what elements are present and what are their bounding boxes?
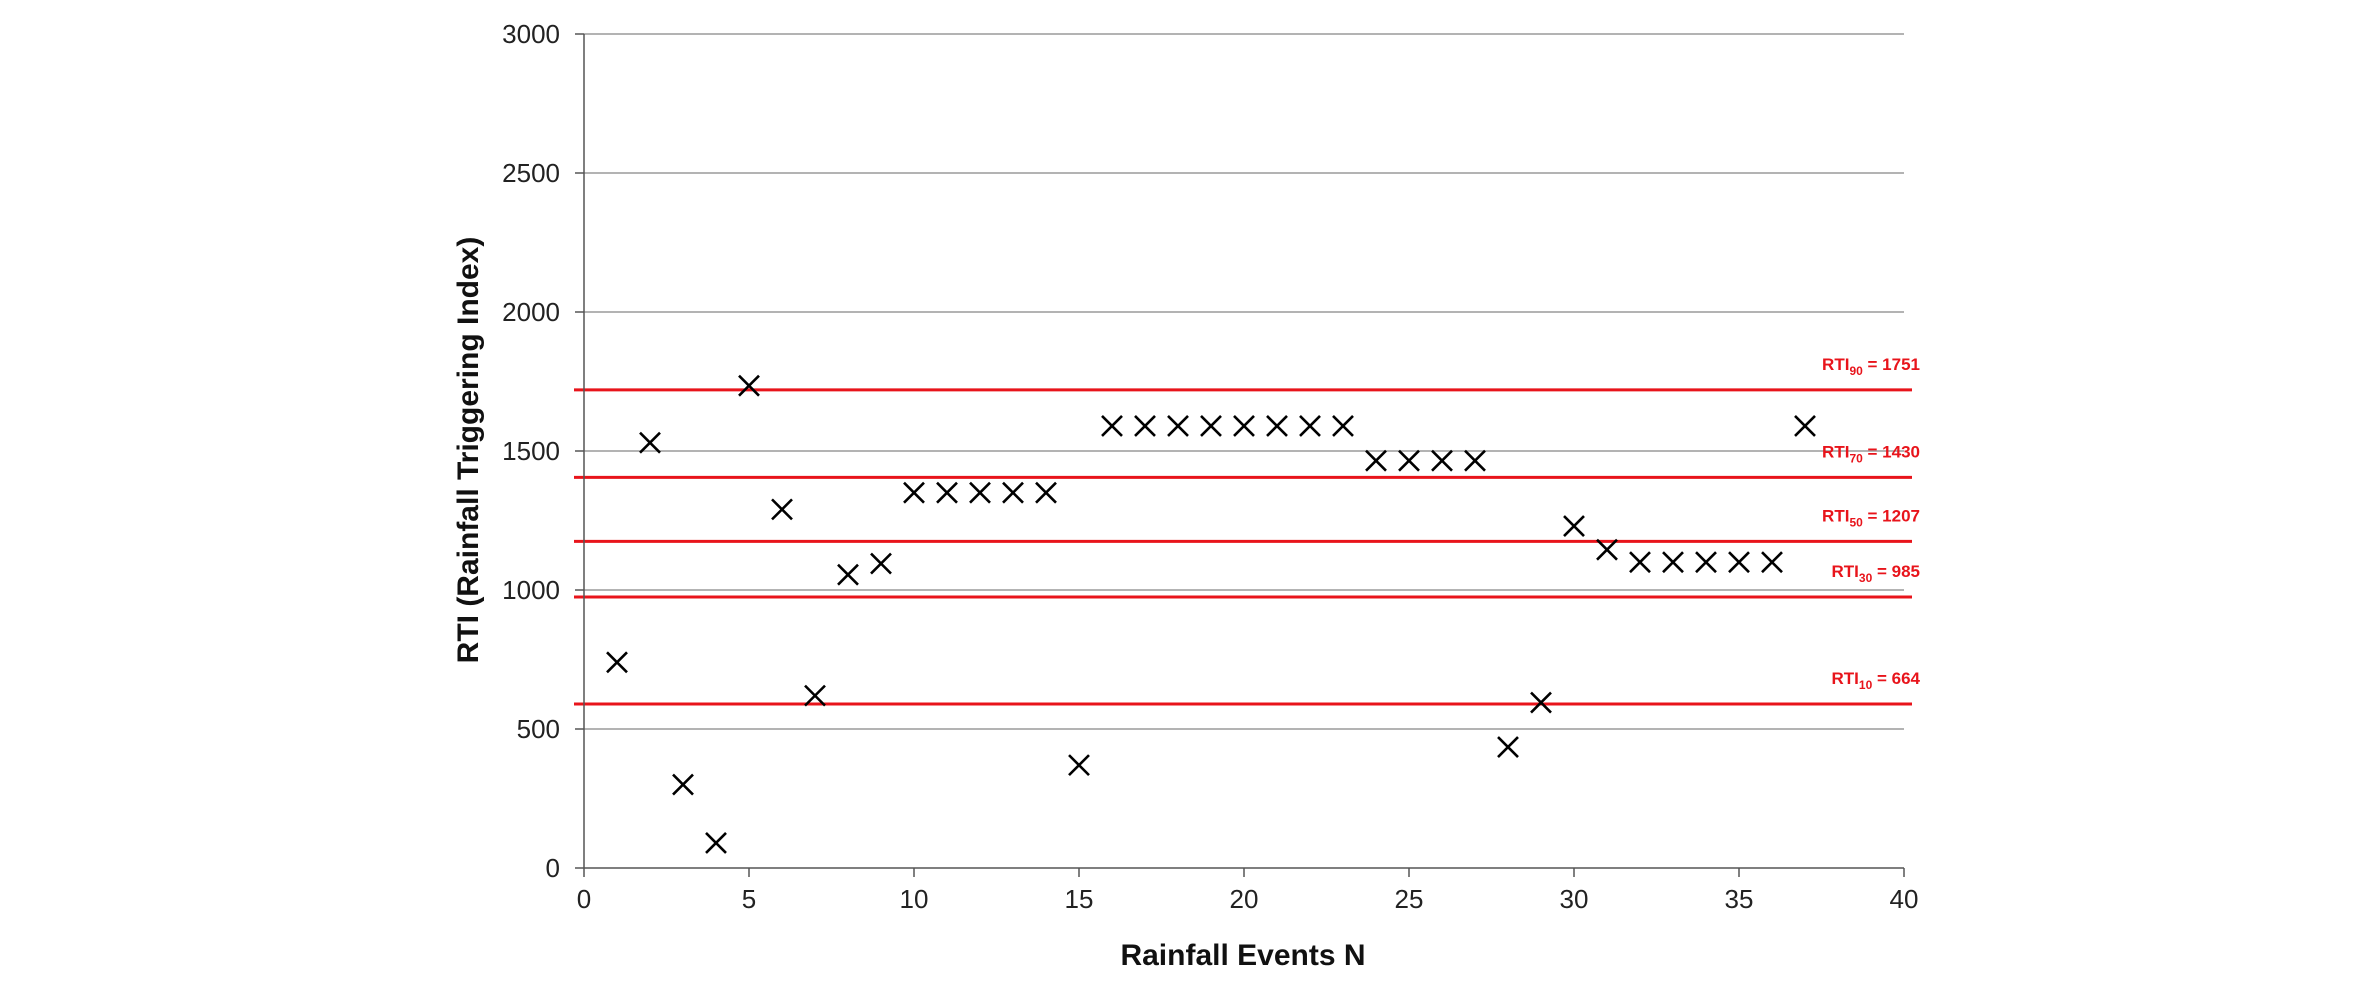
x-tick-label-25: 25 (1395, 884, 1424, 914)
x-tick-label-40: 40 (1890, 884, 1919, 914)
y-tick-label-500: 500 (517, 714, 560, 744)
data-point-17 (1134, 415, 1156, 437)
data-point-19 (1200, 415, 1222, 437)
data-point-28 (1497, 736, 1519, 758)
data-point-7 (804, 684, 826, 707)
y-tick-label-1000: 1000 (502, 575, 560, 605)
data-point-26 (1431, 449, 1453, 472)
x-tick-label-15: 15 (1065, 884, 1094, 914)
x-tick-label-30: 30 (1560, 884, 1589, 914)
data-point-36 (1761, 551, 1783, 574)
data-point-32 (1629, 551, 1651, 574)
x-tick-label-20: 20 (1230, 884, 1259, 914)
data-point-6 (771, 498, 793, 521)
x-tick-label-35: 35 (1725, 884, 1754, 914)
y-tick-label-3000: 3000 (502, 19, 560, 49)
threshold-label-rti30: RTI30 = 985 (1832, 562, 1921, 585)
y-tick-label-1500: 1500 (502, 436, 560, 466)
data-point-10 (903, 481, 925, 504)
data-point-9 (870, 552, 892, 575)
data-point-5 (738, 374, 760, 397)
x-tick-label-10: 10 (900, 884, 929, 914)
data-point-33 (1662, 551, 1684, 574)
x-axis-title: Rainfall Events N (1120, 939, 1365, 972)
data-point-23 (1332, 415, 1354, 437)
data-point-1 (606, 651, 628, 674)
threshold-label-rti90: RTI90 = 1751 (1822, 355, 1920, 378)
data-point-16 (1101, 415, 1123, 437)
data-point-29 (1530, 691, 1552, 714)
data-point-27 (1464, 449, 1486, 472)
data-point-35 (1728, 551, 1750, 574)
x-tick-label-5: 5 (742, 884, 756, 914)
data-point-30 (1563, 515, 1585, 537)
data-point-2 (639, 431, 661, 454)
data-point-34 (1695, 551, 1717, 574)
data-point-8 (837, 563, 859, 586)
x-tick-label-0: 0 (577, 884, 591, 914)
gridlines (584, 33, 1904, 730)
data-point-15 (1068, 754, 1090, 777)
threshold-label-rti10: RTI10 = 664 (1832, 669, 1921, 692)
data-point-20 (1233, 415, 1255, 437)
data-point-12 (969, 481, 991, 504)
data-point-11 (936, 481, 958, 504)
y-tick-label-0: 0 (546, 853, 560, 883)
data-point-37 (1794, 415, 1816, 437)
y-tick-label-2000: 2000 (502, 297, 560, 327)
data-point-24 (1365, 449, 1387, 472)
threshold-label-rti70: RTI70 = 1430 (1822, 442, 1920, 465)
data-point-3 (672, 773, 694, 796)
data-point-31 (1596, 538, 1618, 561)
y-tick-label-2500: 2500 (502, 158, 560, 188)
data-point-14 (1035, 481, 1057, 504)
y-axis-title: RTI (Rainfall Triggering Index) (452, 237, 485, 664)
data-point-13 (1002, 481, 1024, 504)
data-point-22 (1299, 415, 1321, 437)
data-point-21 (1266, 415, 1288, 437)
data-points (606, 374, 1816, 854)
threshold-label-rti50: RTI50 = 1207 (1822, 506, 1920, 529)
data-point-25 (1398, 449, 1420, 472)
tick-labels: 0 500 1000 1500 2000 2500 3000 0 5 10 15 20 25 30 35 40 (502, 19, 1918, 914)
axes (575, 33, 1905, 877)
threshold-lines: RTI90 = 1751 RTI70 = 1430 RTI50 = 1207 RTI3… (574, 355, 1921, 706)
data-point-4 (705, 832, 727, 854)
data-point-18 (1167, 415, 1189, 437)
